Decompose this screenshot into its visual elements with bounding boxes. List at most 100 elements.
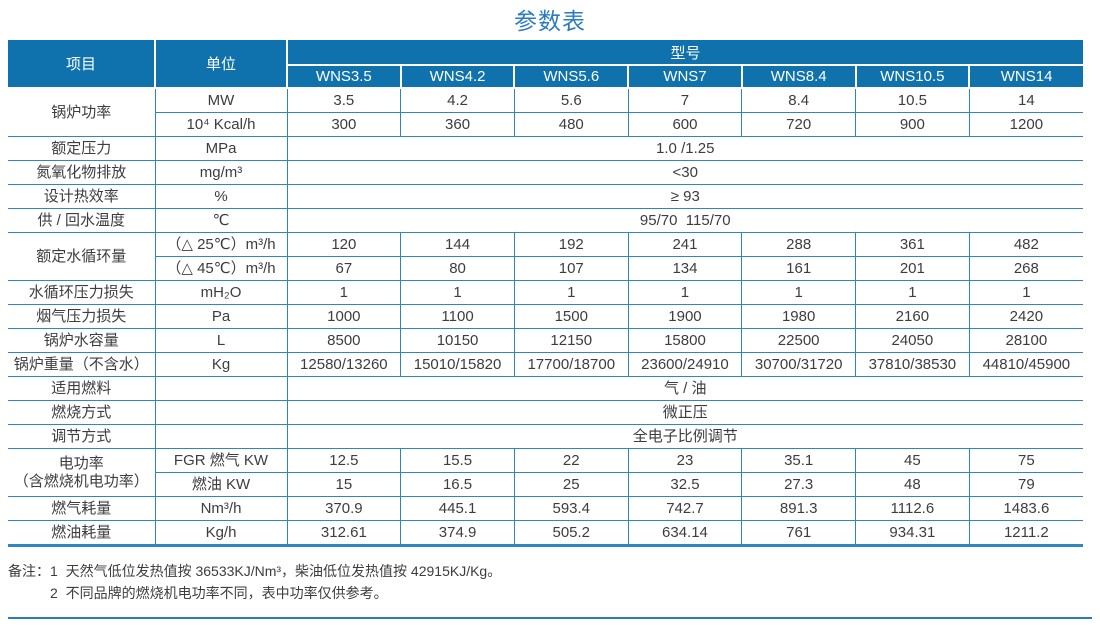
value-cell: 全电子比例调节 bbox=[286, 424, 1083, 449]
value-cell: 201 bbox=[855, 256, 970, 281]
item-cell: 燃烧方式 bbox=[8, 400, 156, 425]
value-cell: 75 bbox=[968, 448, 1083, 473]
value-cell: 5.6 bbox=[513, 87, 629, 113]
unit-cell: （△ 45℃）m³/h bbox=[155, 256, 288, 281]
value-cell: 445.1 bbox=[400, 496, 515, 521]
unit-cell: 燃油 KW bbox=[155, 472, 288, 497]
value-cell: 32.5 bbox=[627, 472, 743, 497]
value-cell: 4.2 bbox=[400, 87, 515, 113]
value-cell: 107 bbox=[513, 256, 629, 281]
unit-cell: Kg/h bbox=[154, 520, 288, 547]
value-cell: 1 bbox=[855, 280, 970, 305]
value-cell: 505.2 bbox=[513, 520, 629, 547]
notes: 备注： 1 天然气低位发热值按 36533KJ/Nm³，柴油低位发热值按 429… bbox=[8, 561, 1100, 604]
value-cell: 192 bbox=[513, 232, 629, 257]
value-cell: 761 bbox=[741, 520, 857, 547]
item-cell: 电功率 （含燃烧机电功率） bbox=[8, 448, 156, 497]
value-cell: 17700/18700 bbox=[513, 352, 629, 377]
table-row: 设计热效率% ≥ 93 bbox=[8, 184, 1083, 209]
unit-cell: MW bbox=[154, 87, 288, 113]
unit-cell: （△ 25℃）m³/h bbox=[154, 232, 288, 257]
value-cell: 23 bbox=[627, 448, 743, 473]
value-cell: 742.7 bbox=[627, 496, 743, 521]
value-cell: 12150 bbox=[513, 328, 629, 353]
value-cell: 1980 bbox=[741, 304, 857, 329]
item-cell: 锅炉水容量 bbox=[8, 328, 156, 353]
value-cell: 720 bbox=[741, 112, 857, 137]
value-cell: 2420 bbox=[968, 304, 1083, 329]
value-cell: 8500 bbox=[286, 328, 402, 353]
value-cell: 361 bbox=[855, 232, 970, 257]
unit-cell: MPa bbox=[154, 136, 288, 161]
value-cell: 15800 bbox=[627, 328, 743, 353]
value-cell: 1 bbox=[400, 280, 515, 305]
value-cell: 16.5 bbox=[400, 472, 515, 497]
item-cell: 烟气压力损失 bbox=[8, 304, 156, 329]
table-row: 燃气耗量 Nm³/h 370.9 445.1 593.4 742.7 891.3 1112.6… bbox=[8, 496, 1083, 521]
note-line: 2 不同品牌的燃烧机电功率不同，表中功率仅供参考。 bbox=[50, 584, 388, 601]
unit-cell: % bbox=[154, 184, 288, 209]
value-cell: 10150 bbox=[400, 328, 515, 353]
value-cell: 1112.6 bbox=[855, 496, 970, 521]
value-cell: 144 bbox=[400, 232, 515, 257]
table-row: 锅炉重量（不含水） Kg 12580/13260 15010/15820 17700/1… bbox=[8, 352, 1083, 377]
value-cell: 482 bbox=[968, 232, 1083, 257]
value-cell: 45 bbox=[855, 448, 970, 473]
value-cell: 593.4 bbox=[513, 496, 629, 521]
unit-cell bbox=[154, 424, 288, 449]
value-cell: 79 bbox=[968, 472, 1083, 497]
model-column-header: WNS5.6 bbox=[513, 64, 630, 89]
value-cell: 634.14 bbox=[627, 520, 743, 547]
value-cell: 44810/45900 bbox=[968, 352, 1083, 377]
note-line: 1 天然气低位发热值按 36533KJ/Nm³，柴油低位发热值按 42915KJ… bbox=[50, 563, 502, 579]
model-column-header: WNS4.2 bbox=[399, 64, 516, 89]
value-cell: 15 bbox=[286, 472, 402, 497]
header-model-group: 型号 bbox=[286, 40, 1083, 66]
item-cell: 调节方式 bbox=[8, 424, 156, 449]
table-row: 供 / 回水温度 ℃ 95/70 115/70 bbox=[8, 208, 1083, 233]
value-cell: <30 bbox=[286, 160, 1083, 185]
value-cell: 15.5 bbox=[400, 448, 515, 473]
value-cell: 15010/15820 bbox=[400, 352, 515, 377]
table-row: 调节方式 全电子比例调节 bbox=[8, 424, 1083, 449]
item-cell: 水循环压力损失 bbox=[8, 280, 156, 305]
parameters-table: 项目 单位 型号 WNS3.5 WNS4.2 WNS5.6 WNS7 WNS8.4 WNS… bbox=[8, 40, 1083, 547]
value-cell: 1900 bbox=[627, 304, 743, 329]
value-cell: 10.5 bbox=[855, 87, 970, 113]
value-cell: 1 bbox=[627, 280, 743, 305]
bottom-divider bbox=[8, 617, 1092, 619]
item-cell: 适用燃料 bbox=[8, 376, 156, 401]
value-cell: 12.5 bbox=[286, 448, 402, 473]
value-cell: 30700/31720 bbox=[741, 352, 857, 377]
value-cell: 67 bbox=[286, 256, 402, 281]
table-row: 锅炉水容量 L 8500 10150 12150 15800 22500 24050 28100 bbox=[8, 328, 1083, 353]
value-cell: 25 bbox=[513, 472, 629, 497]
model-column-header: WNS10.5 bbox=[854, 64, 971, 89]
value-cell: 37810/38530 bbox=[855, 352, 970, 377]
table-row: 电功率 （含燃烧机电功率） FGR 燃气 KW 12.5 15.5 22 23 35.1 45… bbox=[8, 448, 1083, 497]
value-cell: 120 bbox=[286, 232, 402, 257]
value-cell: 241 bbox=[627, 232, 743, 257]
table-row: 额定水循环量 （△ 25℃）m³/h 120 144 192 241 288 361 482 bbox=[8, 232, 1083, 281]
value-cell: 600 bbox=[627, 112, 743, 137]
value-cell: 1100 bbox=[400, 304, 515, 329]
table-row: 氮氧化物排放 mg/m³ <30 bbox=[8, 160, 1083, 185]
table-header: 项目 单位 型号 WNS3.5 WNS4.2 WNS5.6 WNS7 WNS8.4 WNS… bbox=[8, 40, 1083, 89]
unit-cell bbox=[154, 376, 288, 401]
value-cell: 2160 bbox=[855, 304, 970, 329]
value-cell: 22 bbox=[513, 448, 629, 473]
value-cell: 268 bbox=[968, 256, 1083, 281]
unit-cell bbox=[154, 400, 288, 425]
value-cell: 1483.6 bbox=[968, 496, 1083, 521]
table-row: 燃油耗量 Kg/h 312.61 374.9 505.2 634.14 761 934.31 1… bbox=[8, 520, 1083, 547]
value-cell: 900 bbox=[855, 112, 970, 137]
item-cell: 额定压力 bbox=[8, 136, 156, 161]
header-item: 项目 bbox=[8, 40, 156, 89]
value-cell: 24050 bbox=[855, 328, 970, 353]
header-unit: 单位 bbox=[154, 40, 288, 89]
value-cell: 300 bbox=[286, 112, 402, 137]
value-cell: 3.5 bbox=[286, 87, 402, 113]
value-cell: 1200 bbox=[968, 112, 1083, 137]
value-cell: 27.3 bbox=[741, 472, 857, 497]
